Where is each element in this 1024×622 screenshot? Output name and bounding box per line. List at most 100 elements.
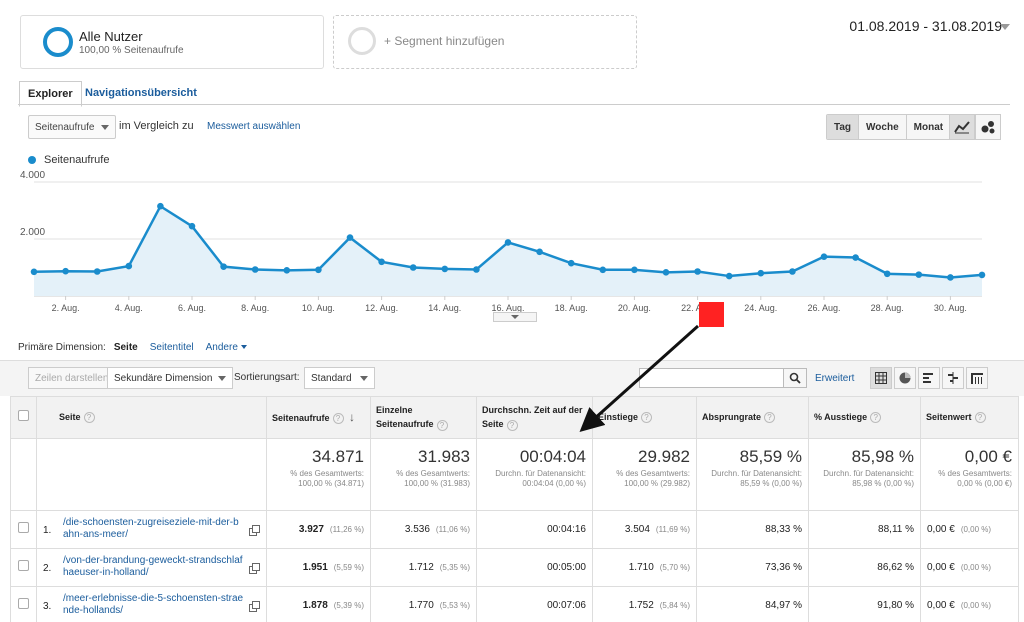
tab-explorer[interactable]: Explorer xyxy=(19,81,82,107)
help-icon[interactable]: ? xyxy=(436,419,448,431)
table-view-button[interactable] xyxy=(870,367,892,389)
pivot-view-button[interactable] xyxy=(966,367,988,389)
bounce-cell: 73,36 % xyxy=(696,547,809,587)
data-point xyxy=(473,266,480,273)
help-icon[interactable]: ? xyxy=(332,412,344,424)
add-segment-label: + Segment hinzufügen xyxy=(384,34,505,48)
select-all-checkbox[interactable] xyxy=(18,409,29,421)
granularity-day-button[interactable]: Tag xyxy=(827,115,860,139)
data-point xyxy=(346,234,354,241)
row-checkbox[interactable] xyxy=(18,598,29,610)
data-point xyxy=(915,271,923,278)
tab-navigationsuebersicht[interactable]: Navigationsübersicht xyxy=(85,87,197,99)
data-point xyxy=(631,266,638,274)
data-point xyxy=(662,269,670,276)
x-tick-label: 12. Aug. xyxy=(365,303,398,313)
total-entrances: 29.982% des Gesamtwerts: 100,00 % (29.98… xyxy=(592,437,697,511)
unique-cell: 1.712 (5,35 %) xyxy=(370,547,477,587)
row-index: 2. xyxy=(43,562,52,574)
dimension-page-title[interactable]: Seitentitel xyxy=(149,342,194,353)
sort-dropdown[interactable]: Standard xyxy=(304,367,375,389)
value-cell: 0,00 € (0,00 %) xyxy=(920,509,1019,549)
help-icon[interactable]: ? xyxy=(641,412,653,424)
col-header-pageviews[interactable]: Seitenaufrufe? ↓ xyxy=(266,396,371,439)
open-external-icon[interactable] xyxy=(249,600,260,612)
sort-arrow-icon[interactable]: ↓ xyxy=(349,409,356,424)
help-icon[interactable]: ? xyxy=(83,412,95,424)
pie-chart-icon xyxy=(899,372,911,384)
total-exit-rate: 85,98 % Durchn. für Datenansicht: 85,98 %… xyxy=(808,437,921,511)
avg-time-cell: 00:05:00 xyxy=(476,547,593,587)
search-button[interactable] xyxy=(783,368,807,388)
chart-resize-handle[interactable] xyxy=(493,312,537,322)
data-point xyxy=(441,265,449,273)
table-row: 2. /von-der-brandung-geweckt-strandschlaf… xyxy=(10,547,1019,587)
totals-row: 34.871% des Gesamtwerts: 100,00 % (34.87… xyxy=(10,437,1019,511)
page-link[interactable]: /von-der-brandung-geweckt-strandschlafha… xyxy=(63,554,243,579)
dimension-other-label: Andere xyxy=(205,342,238,353)
help-icon[interactable]: ? xyxy=(870,412,882,424)
total-sub: Durchn. für Datenansicht: 00:04:04 (0,00… xyxy=(495,468,586,489)
row-checkbox[interactable] xyxy=(18,522,29,534)
data-point xyxy=(93,268,101,275)
row-index: 3. xyxy=(43,600,52,612)
dimension-page[interactable]: Seite xyxy=(113,342,138,353)
segment-color-icon xyxy=(43,27,73,57)
unique-pct: (11,06 %) xyxy=(435,524,470,534)
bubble-chart-icon xyxy=(981,121,995,134)
secondary-dimension-dropdown[interactable]: Sekundäre Dimension xyxy=(107,367,234,389)
table-row: 1. /die-schoensten-zugreiseziele-mit-der-… xyxy=(10,509,1019,549)
exit-cell: 91,80 % xyxy=(808,585,921,622)
pageviews-chart: 4.000 2.000 2. Aug. 4. Aug. 6. Aug. 8. Aug. 10… xyxy=(20,170,986,313)
col-header-unique-pageviews[interactable]: Einzelne Seitenaufrufe? xyxy=(370,396,477,439)
x-tick-label: 22. Aug. xyxy=(681,303,714,313)
col-header-label: Seitenaufrufe xyxy=(272,412,330,423)
pie-view-button[interactable] xyxy=(894,367,916,389)
advanced-filter-link[interactable]: Erweitert xyxy=(815,373,855,384)
row-checkbox[interactable] xyxy=(18,560,29,572)
page-link[interactable]: /meer-erlebnisse-die-5-schoensten-straen… xyxy=(63,592,244,617)
value-pct: (0,00 %) xyxy=(960,524,992,534)
col-header-avg-time[interactable]: Durchschn. Zeit auf der Seite? xyxy=(476,396,593,439)
bar-view-button[interactable] xyxy=(918,367,940,389)
date-range-selector[interactable]: 01.08.2019 - 31.08.2019 xyxy=(849,18,1002,34)
line-chart-toggle[interactable] xyxy=(949,114,975,140)
col-header-page-value[interactable]: Seitenwert? xyxy=(920,396,1019,439)
comparison-view-button[interactable] xyxy=(942,367,964,389)
entrances-value: 1.752 xyxy=(628,599,654,611)
metric-dropdown[interactable]: Seitenaufrufe xyxy=(28,115,116,139)
x-tick-label: 4. Aug. xyxy=(115,303,143,313)
select-metric-link[interactable]: Messwert auswählen xyxy=(207,121,301,132)
add-segment-button[interactable]: + Segment hinzufügen xyxy=(333,15,637,69)
open-external-icon[interactable] xyxy=(249,562,260,574)
col-header-label: Einstiege xyxy=(598,412,639,423)
help-icon[interactable]: ? xyxy=(974,412,986,424)
table-row: 3. /meer-erlebnisse-die-5-schoensten-stra… xyxy=(10,585,1019,622)
chevron-down-icon[interactable] xyxy=(1000,24,1010,30)
col-header-page[interactable]: Seite? xyxy=(36,396,267,439)
page-link[interactable]: /die-schoensten-zugreiseziele-mit-der-ba… xyxy=(63,516,239,541)
chevron-down-icon xyxy=(218,375,227,381)
data-point xyxy=(315,266,322,274)
view-switcher xyxy=(870,367,988,389)
chevron-down-icon xyxy=(240,345,247,350)
segment-alle-nutzer[interactable]: Alle Nutzer 100,00 % Seitenaufrufe xyxy=(20,15,324,69)
granularity-month-button[interactable]: Monat xyxy=(906,115,951,139)
dimension-other[interactable]: Andere xyxy=(206,342,247,353)
motion-chart-toggle[interactable] xyxy=(975,114,1001,140)
grid-icon xyxy=(875,372,887,384)
open-external-icon[interactable] xyxy=(249,524,260,536)
primary-dimension-bar: Primäre Dimension: Seite Seitentitel And… xyxy=(18,342,247,353)
col-header-exit-rate[interactable]: % Ausstiege? xyxy=(808,396,921,439)
data-point xyxy=(567,259,575,267)
help-icon[interactable]: ? xyxy=(764,412,776,424)
granularity-week-button[interactable]: Woche xyxy=(859,115,907,139)
total-value: 00:04:04 xyxy=(519,446,586,466)
entrances-value: 3.504 xyxy=(624,523,650,535)
help-icon[interactable]: ? xyxy=(506,419,518,431)
page-cell: 1. /die-schoensten-zugreiseziele-mit-der-… xyxy=(36,509,267,549)
comparison-icon xyxy=(948,372,958,384)
total-value: 34.871 xyxy=(312,446,364,466)
data-point xyxy=(30,268,38,276)
